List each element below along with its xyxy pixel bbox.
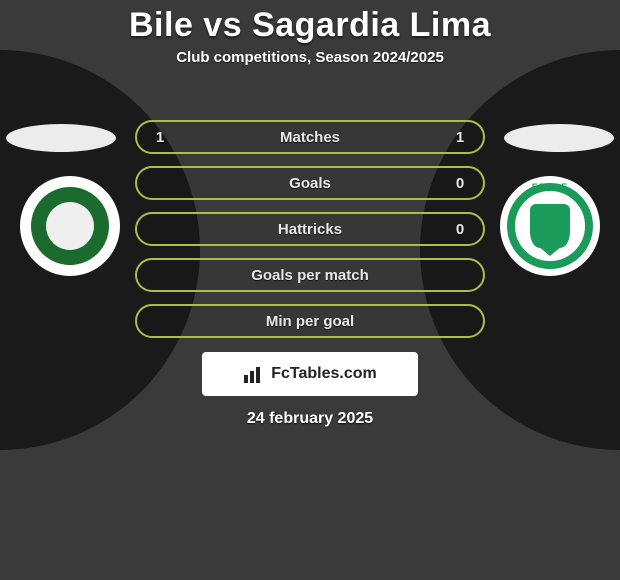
ludogorets-inner bbox=[28, 184, 112, 268]
stat-row-matches: 1 Matches 1 bbox=[135, 120, 485, 154]
stat-label: Min per goal bbox=[167, 313, 453, 330]
bars-chart-icon bbox=[243, 363, 265, 385]
player-oval-right bbox=[504, 124, 614, 152]
stat-row-goals-per-match: Goals per match bbox=[135, 258, 485, 292]
club-badge-left bbox=[20, 176, 120, 276]
stat-row-min-per-goal: Min per goal bbox=[135, 304, 485, 338]
stat-left-value: 1 bbox=[153, 129, 167, 146]
stat-label: Goals per match bbox=[167, 267, 453, 284]
club-badge-right: БЕРОЕ bbox=[500, 176, 600, 276]
stat-label: Goals bbox=[167, 175, 453, 192]
stats-list: 1 Matches 1 Goals 0 Hattricks 0 Goals pe… bbox=[135, 120, 485, 338]
stat-right-value: 1 bbox=[453, 129, 467, 146]
beroe-shield-icon bbox=[530, 204, 570, 248]
stat-right-value: 0 bbox=[453, 175, 467, 192]
brand-text: FcTables.com bbox=[271, 365, 377, 383]
stat-label: Matches bbox=[167, 129, 453, 146]
page-title: Bile vs Sagardia Lima bbox=[0, 0, 620, 45]
ludogorets-eagle-icon bbox=[46, 202, 94, 250]
player-oval-left bbox=[6, 124, 116, 152]
update-date: 24 february 2025 bbox=[0, 410, 620, 428]
stat-right-value: 0 bbox=[453, 221, 467, 238]
page-subtitle: Club competitions, Season 2024/2025 bbox=[0, 49, 620, 66]
brand-box[interactable]: FcTables.com bbox=[202, 352, 418, 396]
stat-label: Hattricks bbox=[167, 221, 453, 238]
stat-row-goals: Goals 0 bbox=[135, 166, 485, 200]
beroe-ring bbox=[507, 183, 593, 269]
beroe-arc-text: БЕРОЕ bbox=[500, 182, 600, 192]
stat-row-hattricks: Hattricks 0 bbox=[135, 212, 485, 246]
content: Bile vs Sagardia Lima Club competitions,… bbox=[0, 0, 620, 580]
